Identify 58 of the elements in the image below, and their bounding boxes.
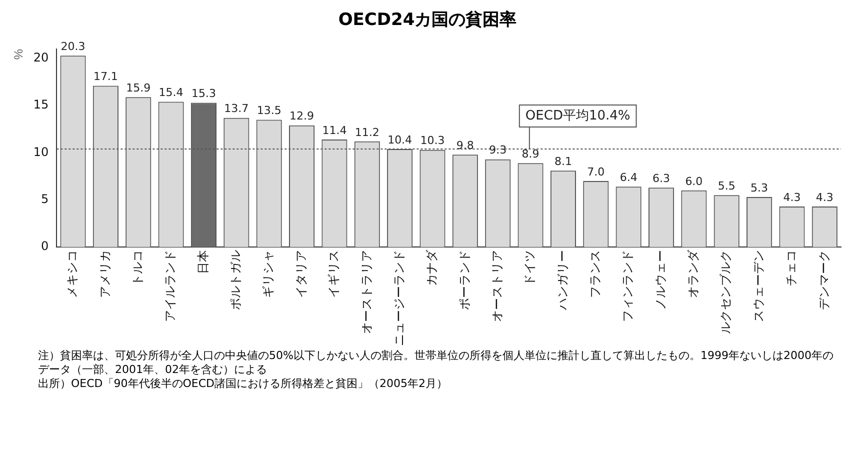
data-label: 15.9 [126,81,151,94]
data-label: 6.0 [685,174,703,188]
x-tick-label: フランス [588,250,602,298]
ref-line-label: OECD平均10.4% [525,108,630,124]
data-label: 9.3 [489,144,507,157]
data-label: 11.2 [354,126,380,139]
x-tick-label: ルクセンブルク [718,250,733,334]
x-tick-label: チェコ [784,250,798,286]
x-tick-label: オーストラリア [359,250,374,334]
data-label: 15.3 [191,87,216,100]
data-label: 8.1 [554,154,572,168]
x-tick-label: ノルウェー [653,250,668,310]
data-label: 13.5 [256,104,282,118]
data-label: 17.1 [93,70,118,84]
x-tick-label: ニュージーランド [392,250,406,346]
text: 出所）OECD「90年代後半のOECD諸国における所得格差と貧困」（2005年2月） [37,377,449,391]
x-tick-label: フィンランド [620,250,635,322]
y-tick-label: 20 [33,50,49,65]
data-label: 9.8 [456,138,474,152]
x-tick-label: カナダ [424,249,439,286]
x-tick-label: イギリス [326,250,341,298]
x-tick-label: ポーランド [457,250,472,310]
x-tick-label: オランダ [686,249,700,298]
data-label: 10.4 [388,133,412,146]
data-label: 12.9 [290,110,314,123]
data-label: 8.9 [522,147,540,160]
data-label: 7.0 [587,165,605,178]
data-label: 11.4 [322,124,347,137]
x-tick-label: アメリカ [98,250,112,298]
x-tick-label: イタリア [294,250,308,298]
x-tick-label: アイルランド [163,250,178,322]
x-tick-label: オーストリア [490,250,504,322]
x-tick-label: ハンガリー [555,250,570,311]
x-tick-label: ギリシャ [261,250,276,298]
x-tick-label: デンマーク [816,250,831,310]
chart-title: OECD24カ国の貧困率 [337,9,518,31]
data-label: 13.7 [224,102,249,116]
x-tick-label: ポルトガル [228,250,243,310]
data-label: 6.4 [620,171,638,184]
data-label: 5.3 [750,181,768,194]
y-tick-label: 5 [41,192,49,206]
x-tick-label: 日本 [196,250,210,274]
text: 注）貧困率は、可処分所得が全人口の中央値の50%以下しかない人の割合。世帯単位の所得を個人単位に推計し直して算出したもの。1999年ないしは2000年のデータ（一部、2001年、02年を含む）による [37,349,834,377]
data-label: 4.3 [816,190,834,204]
y-axis-title: % [12,48,26,60]
x-tick-label: トルコ [130,250,144,286]
data-label: 6.3 [652,172,670,185]
data-label: 4.3 [783,190,801,204]
data-label: 5.5 [718,180,736,192]
data-label: 15.4 [158,86,184,100]
data-label: 10.3 [420,134,445,148]
y-tick-label: 0 [41,239,49,254]
data-label: 20.3 [60,40,86,53]
y-tick-label: 10 [33,144,49,159]
x-tick-label: メキシコ [65,250,80,298]
y-tick-label: 15 [33,98,49,112]
x-tick-label: ドイツ [522,250,537,286]
x-tick-label: スウェーデン [751,250,766,322]
